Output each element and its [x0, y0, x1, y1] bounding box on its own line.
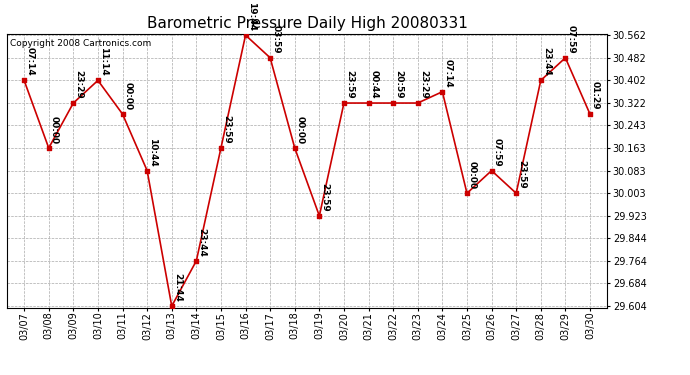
Point: [289, 145, 300, 151]
Text: 23:59: 23:59: [518, 160, 526, 189]
Text: Copyright 2008 Cartronics.com: Copyright 2008 Cartronics.com: [10, 39, 151, 48]
Text: 19:44: 19:44: [246, 2, 255, 31]
Point: [215, 145, 226, 151]
Text: 07:14: 07:14: [444, 59, 453, 87]
Text: 10:44: 10:44: [148, 138, 157, 166]
Point: [584, 111, 595, 117]
Point: [166, 303, 177, 309]
Text: 07:59: 07:59: [493, 138, 502, 166]
Text: 00:00: 00:00: [468, 161, 477, 189]
Point: [141, 168, 152, 174]
Text: 00:00: 00:00: [50, 116, 59, 144]
Text: 23:59: 23:59: [320, 183, 329, 212]
Point: [412, 100, 423, 106]
Point: [19, 77, 30, 83]
Text: 00:00: 00:00: [296, 116, 305, 144]
Text: 23:59: 23:59: [345, 70, 354, 99]
Point: [191, 258, 202, 264]
Point: [314, 213, 325, 219]
Point: [117, 111, 128, 117]
Text: 00:00: 00:00: [124, 82, 132, 110]
Point: [240, 32, 251, 38]
Text: 23:44: 23:44: [542, 47, 551, 76]
Text: 23:29: 23:29: [419, 70, 428, 99]
Text: 23:59: 23:59: [222, 115, 231, 144]
Title: Barometric Pressure Daily High 20080331: Barometric Pressure Daily High 20080331: [146, 16, 468, 31]
Text: 11:14: 11:14: [99, 48, 108, 76]
Text: 21:44: 21:44: [172, 273, 181, 302]
Text: 07:59: 07:59: [566, 25, 575, 54]
Point: [68, 100, 79, 106]
Point: [338, 100, 349, 106]
Point: [560, 55, 571, 61]
Point: [437, 89, 448, 95]
Point: [388, 100, 399, 106]
Text: 03:59: 03:59: [271, 25, 280, 54]
Point: [43, 145, 55, 151]
Point: [535, 77, 546, 83]
Text: 23:29: 23:29: [75, 70, 83, 99]
Text: 20:59: 20:59: [394, 70, 403, 99]
Text: 00:44: 00:44: [370, 70, 379, 99]
Text: 07:14: 07:14: [25, 48, 34, 76]
Point: [265, 55, 276, 61]
Point: [511, 190, 522, 196]
Point: [486, 168, 497, 174]
Point: [363, 100, 374, 106]
Point: [92, 77, 104, 83]
Text: 01:29: 01:29: [591, 81, 600, 110]
Point: [462, 190, 473, 196]
Text: 23:44: 23:44: [197, 228, 206, 256]
